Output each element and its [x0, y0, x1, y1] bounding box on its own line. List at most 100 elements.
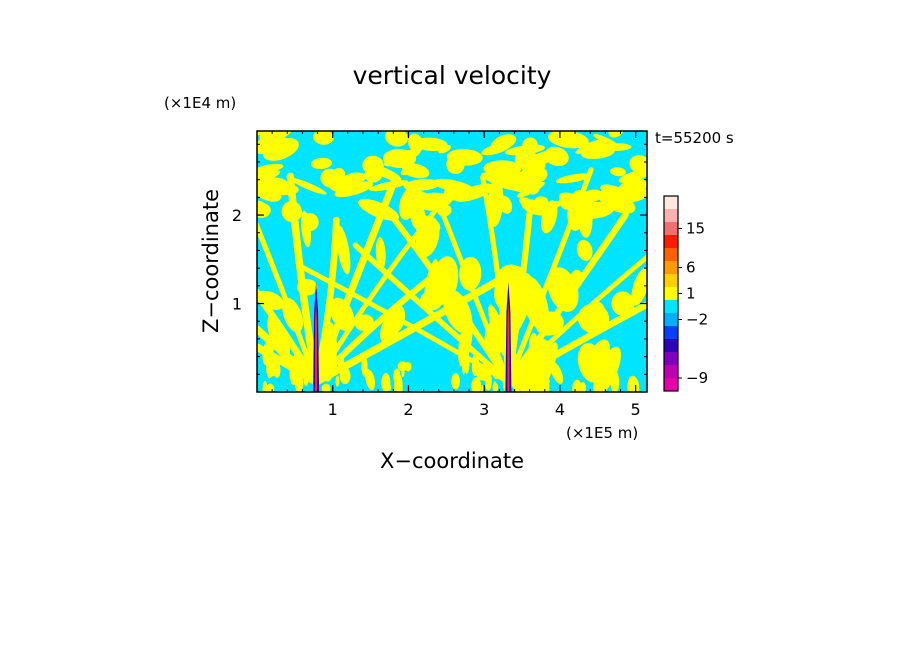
- updraft-core: [315, 302, 318, 392]
- positive-patch: [471, 377, 482, 392]
- colorbar-segment: [664, 365, 678, 378]
- x-tick-label: 2: [403, 400, 413, 419]
- positive-patch: [364, 166, 383, 183]
- positive-patch: [603, 192, 645, 209]
- colorbar-segment: [664, 352, 678, 365]
- colorbar-segment: [664, 235, 678, 248]
- positive-patch: [361, 356, 368, 377]
- colorbar-segment: [664, 326, 678, 339]
- plot-area: [257, 131, 647, 392]
- positive-patch: [430, 256, 459, 305]
- positive-patch: [483, 160, 522, 177]
- wave-beam: [257, 219, 319, 385]
- positive-patch: [515, 388, 520, 392]
- positive-patch: [354, 314, 374, 331]
- positive-patch: [576, 239, 593, 261]
- y-tick-label: 1: [232, 295, 242, 314]
- y-axis-label: Z−coordinate: [199, 189, 223, 333]
- colorbar-segment: [664, 274, 678, 287]
- colorbar-tick-label: 15: [686, 220, 705, 238]
- x-tick-label: 5: [631, 400, 641, 419]
- positive-patch: [572, 379, 582, 392]
- positive-patch: [514, 151, 546, 173]
- positive-patch: [459, 256, 482, 291]
- positive-patch: [575, 138, 608, 154]
- positive-patch: [336, 225, 351, 275]
- positive-patch: [339, 367, 351, 385]
- positive-patch: [555, 173, 592, 184]
- positive-patch: [303, 372, 309, 387]
- positive-patch: [463, 350, 470, 374]
- positive-patch: [511, 377, 522, 391]
- positive-patch: [322, 357, 326, 381]
- positive-patch: [589, 339, 611, 370]
- time-label: t=55200 s: [655, 129, 734, 147]
- colorbar-segment: [664, 300, 678, 313]
- positive-patch: [522, 137, 538, 153]
- positive-patch: [257, 202, 271, 218]
- positive-patch: [281, 200, 303, 223]
- positive-patch: [337, 354, 345, 373]
- positive-patch: [333, 352, 338, 372]
- positive-patch: [544, 146, 569, 167]
- wave-beam: [352, 242, 512, 385]
- positive-patch: [390, 305, 406, 333]
- colorbar-segment: [664, 209, 678, 222]
- positive-patch: [257, 163, 284, 174]
- positive-patch: [289, 177, 327, 195]
- positive-patch: [484, 371, 492, 391]
- positive-patch: [358, 199, 400, 221]
- positive-patch: [492, 381, 497, 392]
- positive-patch: [313, 131, 334, 145]
- positive-patch: [443, 182, 466, 201]
- positive-patch: [629, 155, 647, 177]
- x-tick-label: 4: [555, 400, 565, 419]
- x-unit-label: (×1E5 m): [566, 424, 638, 442]
- positive-patch: [462, 355, 466, 375]
- positive-patch: [289, 365, 300, 384]
- wave-beam: [257, 287, 320, 386]
- positive-patch: [394, 378, 403, 392]
- positive-patch: [397, 361, 408, 372]
- colorbar-tick-label: −9: [686, 369, 708, 387]
- positive-patch: [494, 358, 502, 373]
- colorbar-tick-label: 6: [686, 259, 696, 277]
- positive-patch: [381, 372, 391, 392]
- x-tick-label: 1: [328, 400, 338, 419]
- colorbar-segment: [664, 196, 678, 209]
- positive-patch: [297, 278, 318, 296]
- positive-patch: [282, 297, 304, 333]
- positive-patch: [631, 267, 647, 306]
- positive-patch: [400, 165, 416, 176]
- positive-patch: [257, 170, 281, 189]
- positive-patch: [610, 167, 626, 177]
- colorbar-tick-label: 1: [686, 285, 696, 303]
- positive-patch: [481, 142, 511, 156]
- positive-patch: [257, 135, 288, 155]
- colorbar-segment: [664, 248, 678, 261]
- positive-patch: [471, 354, 479, 370]
- positive-patch: [335, 375, 340, 387]
- colorbar-segment: [664, 287, 678, 300]
- positive-patch: [551, 131, 591, 149]
- positive-patch: [267, 355, 277, 377]
- x-axis-label: X−coordinate: [380, 449, 524, 473]
- positive-patch: [487, 177, 504, 227]
- positive-patch: [577, 303, 610, 334]
- colorbar-segment: [664, 261, 678, 274]
- positive-patch: [321, 383, 331, 392]
- positive-patch: [446, 155, 465, 175]
- positive-patch: [300, 213, 319, 232]
- colorbar-segment: [664, 313, 678, 326]
- positive-patch: [593, 346, 621, 392]
- positive-patch: [438, 144, 451, 154]
- colorbar: −9 −2 1 6 15: [663, 195, 708, 392]
- positive-patch: [523, 359, 530, 374]
- positive-patch: [627, 375, 639, 392]
- colorbar-segment: [664, 222, 678, 235]
- positive-patch: [611, 291, 635, 317]
- y-tick-label: 2: [232, 206, 242, 225]
- positive-patch: [329, 297, 355, 332]
- positive-patch: [511, 353, 519, 376]
